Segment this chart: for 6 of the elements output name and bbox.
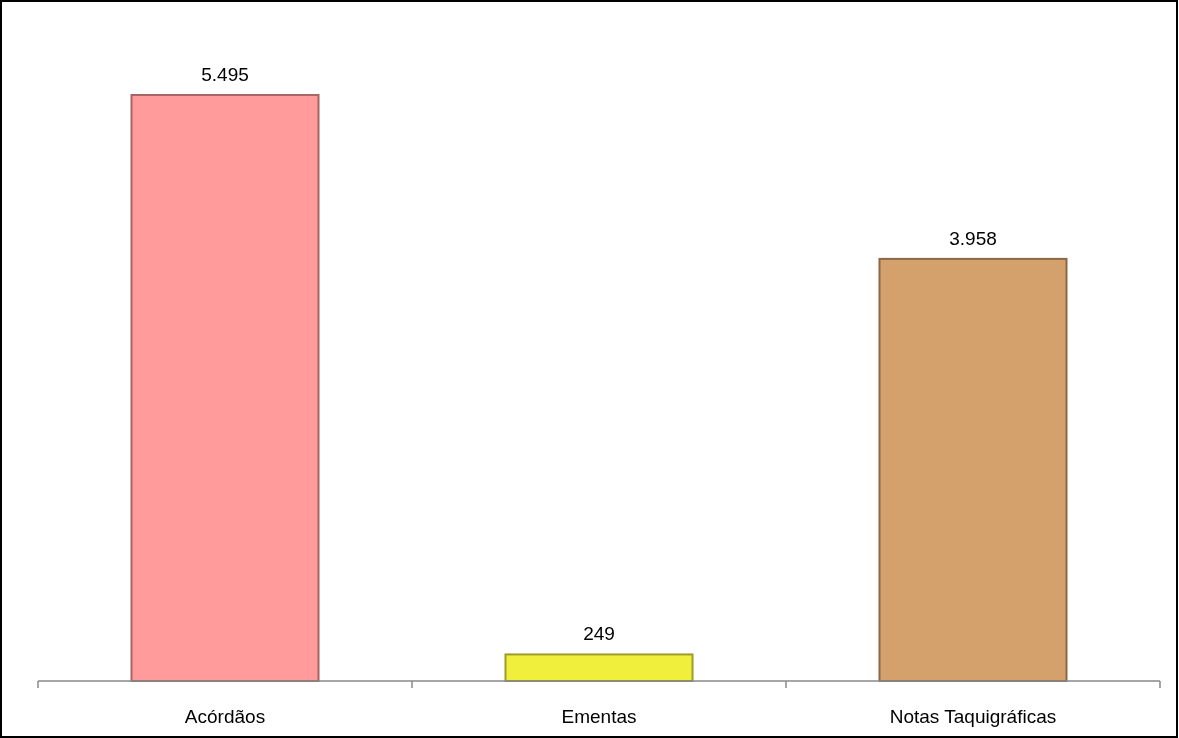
data-label: 5.495	[201, 63, 249, 85]
x-tick-label: Ementas	[561, 706, 637, 727]
data-label: 249	[583, 623, 615, 645]
data-label: 3.958	[949, 227, 997, 249]
x-tick-label: Notas Taquigráficas	[889, 706, 1057, 727]
x-tick-label: Acórdãos	[184, 706, 266, 727]
